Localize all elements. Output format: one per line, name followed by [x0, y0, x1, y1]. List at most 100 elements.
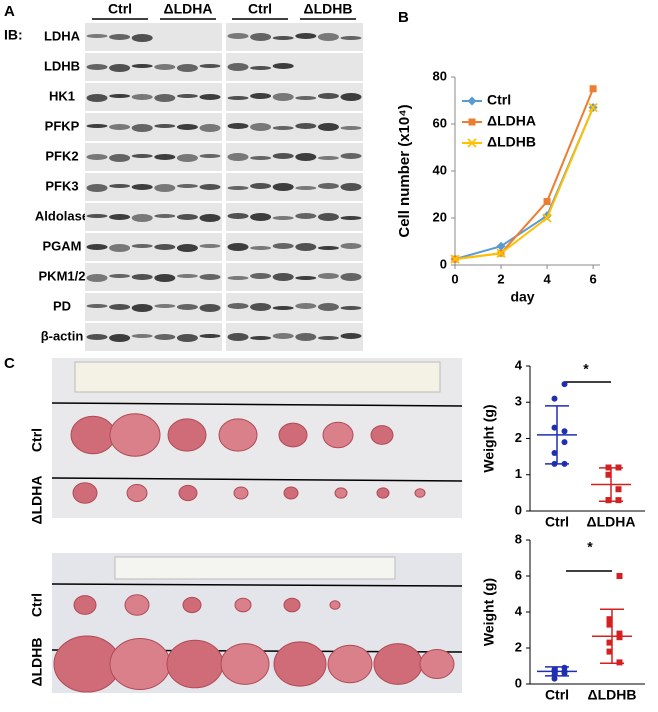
band — [295, 303, 317, 309]
band — [295, 153, 317, 161]
ruler — [74, 361, 441, 393]
band — [131, 124, 153, 132]
y-tick-label: 3 — [515, 394, 522, 409]
x-axis-label: day — [510, 289, 534, 305]
dot — [561, 381, 568, 388]
band — [227, 63, 249, 71]
x-tick-label: 2 — [497, 271, 504, 286]
band — [154, 94, 176, 102]
tumor — [373, 643, 423, 685]
dot — [616, 659, 623, 666]
band — [131, 274, 153, 280]
band — [109, 154, 131, 162]
band — [131, 304, 153, 312]
blot — [226, 23, 363, 51]
dot — [606, 648, 613, 655]
tumor — [322, 421, 354, 449]
marker — [496, 248, 506, 258]
band — [317, 246, 339, 250]
band — [272, 126, 294, 130]
band — [295, 276, 317, 280]
y-tick-label: 4 — [515, 357, 523, 372]
band — [199, 124, 221, 132]
legend-label: Ctrl — [487, 92, 511, 108]
band — [131, 244, 153, 248]
band — [131, 94, 153, 100]
tumor — [376, 487, 390, 499]
band — [199, 94, 221, 100]
protein-label: PFKP — [45, 118, 80, 133]
band — [109, 274, 131, 278]
dot — [551, 395, 558, 402]
band — [109, 334, 131, 342]
group-label: ΔLDHA — [29, 476, 45, 525]
blot — [226, 143, 363, 171]
band — [176, 154, 198, 162]
band — [227, 96, 249, 100]
blot — [85, 113, 222, 141]
blot — [85, 233, 222, 261]
band — [295, 186, 317, 190]
band — [250, 123, 272, 131]
y-tick-label: 40 — [433, 162, 447, 177]
x-tick-label: 6 — [589, 271, 596, 286]
tumor — [414, 488, 426, 498]
band — [272, 153, 294, 159]
band — [317, 33, 339, 41]
band — [86, 274, 108, 282]
band — [154, 304, 176, 308]
band — [317, 336, 339, 340]
error-bar — [545, 405, 569, 465]
band — [250, 246, 272, 250]
band — [340, 183, 362, 191]
dot — [551, 450, 558, 456]
y-tick-label: 8 — [515, 531, 522, 546]
tumor — [124, 594, 150, 616]
band — [227, 153, 249, 161]
tumor — [70, 415, 116, 455]
tumor — [233, 486, 249, 500]
band — [86, 304, 108, 308]
marker — [589, 85, 597, 93]
error-bar — [599, 467, 623, 502]
group-header: Ctrl — [248, 1, 272, 17]
band — [199, 184, 221, 190]
protein-label: PKM1/2 — [39, 268, 86, 283]
error-bar — [545, 666, 569, 677]
band — [86, 94, 108, 102]
band — [109, 124, 131, 130]
dot — [616, 634, 623, 641]
band — [250, 183, 272, 189]
band — [86, 124, 108, 128]
band — [340, 153, 362, 159]
tumor — [178, 484, 198, 502]
band — [295, 333, 317, 341]
tumor — [370, 425, 394, 445]
y-axis-label: Weight (g) — [481, 404, 497, 472]
group-label: Ctrl — [29, 593, 45, 617]
tumor — [72, 482, 98, 504]
dot — [616, 573, 623, 579]
group-header: ΔLDHA — [164, 1, 213, 17]
band — [227, 333, 249, 341]
band — [131, 64, 153, 68]
protein-label: PD — [53, 298, 71, 313]
tumor — [182, 596, 202, 614]
blot — [85, 173, 222, 201]
group-label: Ctrl — [29, 428, 45, 452]
band — [227, 243, 249, 251]
band — [272, 216, 294, 220]
band — [317, 273, 339, 279]
band — [340, 243, 362, 249]
x-tick-label: Ctrl — [545, 687, 569, 703]
band — [86, 214, 108, 218]
band — [131, 214, 153, 222]
band — [340, 93, 362, 101]
y-axis-label: Cell number (x10⁴) — [396, 104, 413, 237]
y-tick-label: 0 — [515, 675, 522, 690]
band — [317, 156, 339, 160]
band — [227, 123, 249, 129]
dot — [606, 616, 613, 623]
band — [199, 64, 221, 68]
band — [109, 34, 131, 40]
